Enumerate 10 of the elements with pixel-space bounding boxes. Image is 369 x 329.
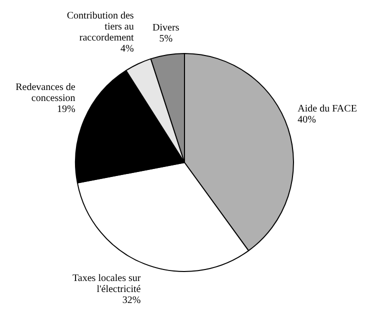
data-label: 5% bbox=[159, 34, 173, 45]
slice-label: Contribution des tiers au raccordement bbox=[66, 10, 134, 44]
slice-label: Redevances de concession bbox=[16, 82, 76, 104]
slice-label: Aide du FACE bbox=[298, 103, 357, 114]
slice-label: Divers bbox=[152, 22, 180, 34]
data-label: 32% bbox=[122, 294, 141, 306]
data-label: 19% bbox=[56, 104, 76, 115]
slice-label: Taxes locales sur l'électricité bbox=[72, 272, 142, 295]
data-label: 40% bbox=[298, 114, 316, 126]
data-label: 4% bbox=[120, 43, 134, 54]
